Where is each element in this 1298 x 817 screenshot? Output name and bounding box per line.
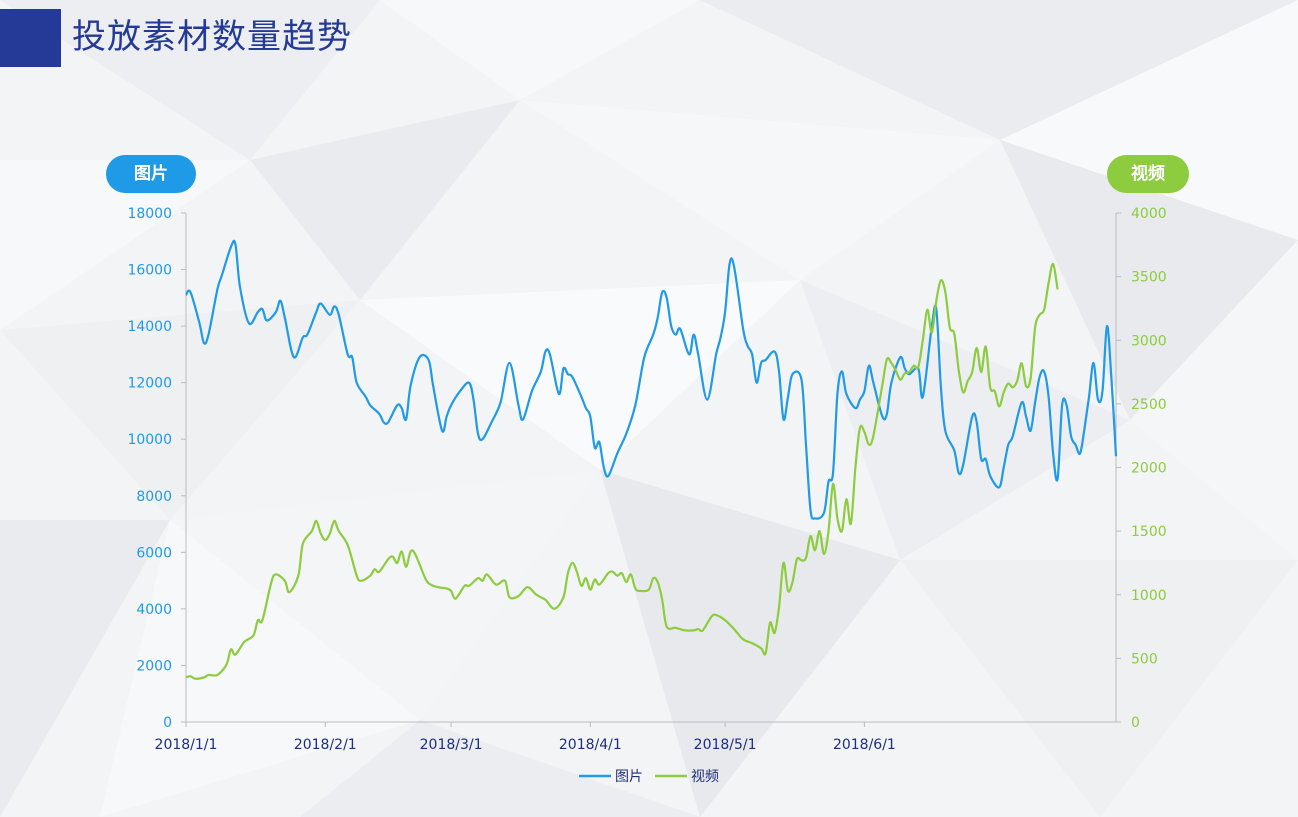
right-y-tick-label: 4000 xyxy=(1131,206,1167,222)
left-y-tick-label: 12000 xyxy=(127,376,172,392)
left-y-tick-label: 8000 xyxy=(136,489,172,505)
right-y-tick-label: 500 xyxy=(1131,651,1158,667)
legend-item: 图片 xyxy=(579,769,643,785)
x-tick-label: 2018/4/1 xyxy=(559,737,622,753)
page-title: 投放素材数量趋势 xyxy=(72,17,352,57)
right-y-tick-label: 1000 xyxy=(1131,588,1167,604)
left-y-tick-label: 0 xyxy=(163,715,172,731)
left-axis-label: 图片 xyxy=(106,155,196,193)
left-y-tick-label: 6000 xyxy=(136,545,172,561)
legend-label: 图片 xyxy=(615,769,643,785)
right-y-tick-label: 3500 xyxy=(1131,270,1167,286)
legend-label: 视频 xyxy=(691,769,719,785)
right-y-tick-label: 0 xyxy=(1131,715,1140,731)
title-accent-block xyxy=(0,9,61,67)
left-y-tick-label: 16000 xyxy=(127,263,172,279)
x-tick-label: 2018/3/1 xyxy=(420,737,483,753)
x-tick-label: 2018/5/1 xyxy=(694,737,757,753)
legend-item: 视频 xyxy=(655,769,719,785)
left-y-tick-label: 14000 xyxy=(127,319,172,335)
right-y-tick-label: 2500 xyxy=(1131,397,1167,413)
series-line-image xyxy=(185,239,1118,520)
x-tick-label: 2018/1/1 xyxy=(155,737,218,753)
right-y-tick-label: 3000 xyxy=(1131,333,1167,349)
right-y-tick-label: 2000 xyxy=(1131,461,1167,477)
right-axis-label: 视频 xyxy=(1107,155,1189,193)
series-line-video xyxy=(185,262,1059,680)
left-y-tick-label: 18000 xyxy=(127,206,172,222)
right-y-tick-label: 1500 xyxy=(1131,524,1167,540)
x-tick-label: 2018/2/1 xyxy=(294,737,357,753)
left-y-tick-label: 4000 xyxy=(136,602,172,618)
x-tick-label: 2018/6/1 xyxy=(833,737,896,753)
left-y-tick-label: 10000 xyxy=(127,432,172,448)
left-y-tick-label: 2000 xyxy=(136,658,172,674)
